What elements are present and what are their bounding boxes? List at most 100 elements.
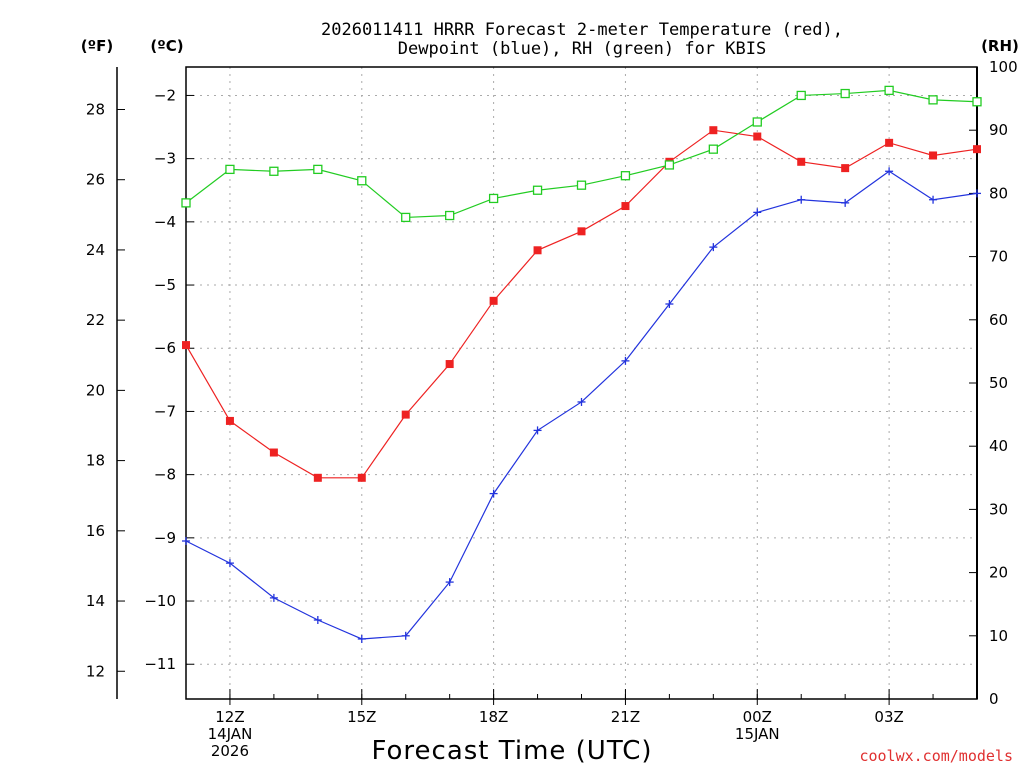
rh-tick-label: 70 [989,248,1008,266]
rh-point [532,185,543,195]
rh-point [181,198,191,208]
x-tick-label: 00Z [743,708,772,726]
temperature-point [973,145,981,154]
credit-text: coolwx.com/models [859,747,1013,765]
dewpoint-point [709,243,718,252]
series-group [182,167,981,643]
data-series [181,85,982,643]
temperature-point [885,138,894,147]
rh-tick-label: 100 [989,58,1018,76]
temperature-point [709,126,718,135]
rh-point [445,210,455,221]
dewpoint-point [533,426,542,435]
rh-point [840,88,850,99]
dewpoint-point [753,208,762,217]
rh-point [664,160,675,170]
x-tick-label: 03Z [874,708,903,726]
temperature-point [797,157,806,166]
dewpoint-point [313,616,322,624]
rh-point [225,164,235,175]
series-group [181,85,982,223]
rh-tick-label: 0 [989,690,999,708]
rh-point [928,95,938,105]
fahrenheit-tick-label: 20 [86,381,105,399]
temperature-point [621,202,630,211]
chart-title-line-1: 2026011411 HRRR Forecast 2-meter Tempera… [321,20,843,40]
fahrenheit-tick-label: 28 [86,100,105,118]
x-tick-label: 21Z [611,708,640,726]
temperature-point [357,473,366,482]
dewpoint-point [401,631,410,640]
axis-ticks: −2 −3 −4 −5 −6 −7 −8 −9 −10 −11 12 14 16 18 20 22 24 26 28… [86,58,1018,760]
series-group [182,126,981,482]
rh-tick-label: 60 [989,311,1008,329]
dewpoint-point [973,189,981,198]
temperature-point [929,151,938,160]
dewpoint-point [225,559,234,568]
fahrenheit-unit-label: (ºF) [81,37,113,55]
celsius-tick-label: −11 [144,655,176,673]
temperature-point [182,341,190,350]
rh-point [401,212,411,223]
temperature-point [269,448,278,457]
dewpoint-point [445,578,454,587]
rh-point [357,176,367,186]
dewpoint-point [577,397,586,406]
rh-point [752,117,762,127]
celsius-tick-label: −8 [154,466,176,484]
fahrenheit-tick-label: 24 [86,241,105,259]
celsius-tick-label: −7 [154,402,176,420]
rh-unit-label: (RH) [981,37,1019,55]
rh-point [796,90,806,101]
dewpoint-point [489,489,498,498]
dewpoint-point [182,537,190,545]
fahrenheit-tick-label: 12 [86,662,105,680]
dewpoint-point [885,167,894,176]
chart-title-line-2: Dewpoint (blue), RH (green) for KBIS [398,39,766,59]
celsius-tick-label: −10 [144,592,176,610]
rh-point [313,164,323,175]
temperature-point [401,410,410,419]
temperature-point [313,473,322,482]
rh-point [269,166,279,176]
fahrenheit-tick-label: 26 [86,171,105,189]
fahrenheit-tick-label: 16 [86,522,105,540]
fahrenheit-tick-label: 18 [86,452,105,470]
rh-point [576,180,587,190]
celsius-unit-label: (ºC) [150,37,183,55]
rh-tick-label: 20 [989,564,1008,582]
temperature-point [533,246,542,255]
temperature-point [489,296,498,305]
rh-tick-label: 40 [989,437,1008,455]
celsius-tick-label: −9 [154,529,176,547]
dewpoint-point [665,300,674,308]
x-tick-label: 14JAN [208,725,253,743]
x-tick-label: 15JAN [735,725,780,743]
rh-tick-label: 50 [989,374,1008,392]
dewpoint-point [621,356,630,365]
rh-tick-label: 30 [989,500,1008,518]
rh-point [884,85,894,96]
rh-point [488,193,499,204]
temperature-point [577,227,586,236]
celsius-tick-label: −6 [154,339,176,357]
dewpoint-point [841,198,850,207]
fahrenheit-tick-label: 22 [86,311,105,329]
temperature-point [753,132,762,141]
dewpoint-point [929,195,938,204]
x-tick-label: 12Z [215,708,244,726]
rh-tick-label: 10 [989,627,1008,645]
fahrenheit-tick-label: 14 [86,592,105,610]
celsius-tick-label: −4 [154,213,176,231]
gridlines [186,67,977,699]
x-tick-label: 15Z [347,708,376,726]
dewpoint-point [797,195,806,204]
rh-point [620,171,631,181]
celsius-tick-label: −2 [154,86,176,104]
rh-point [972,97,982,107]
dewpoint-point [269,593,278,602]
temperature-point [841,164,850,173]
rh-tick-label: 90 [989,121,1008,139]
